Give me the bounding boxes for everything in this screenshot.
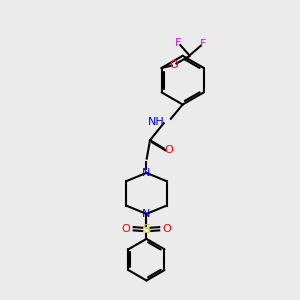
Text: O: O	[122, 224, 130, 234]
Text: S: S	[142, 223, 151, 236]
Text: O: O	[165, 145, 173, 155]
Text: N: N	[142, 168, 151, 178]
Text: F: F	[200, 39, 206, 49]
Text: O: O	[170, 60, 178, 70]
Text: O: O	[162, 224, 171, 234]
Text: N: N	[142, 209, 151, 219]
Text: NH: NH	[148, 117, 165, 127]
Text: F: F	[175, 38, 181, 48]
